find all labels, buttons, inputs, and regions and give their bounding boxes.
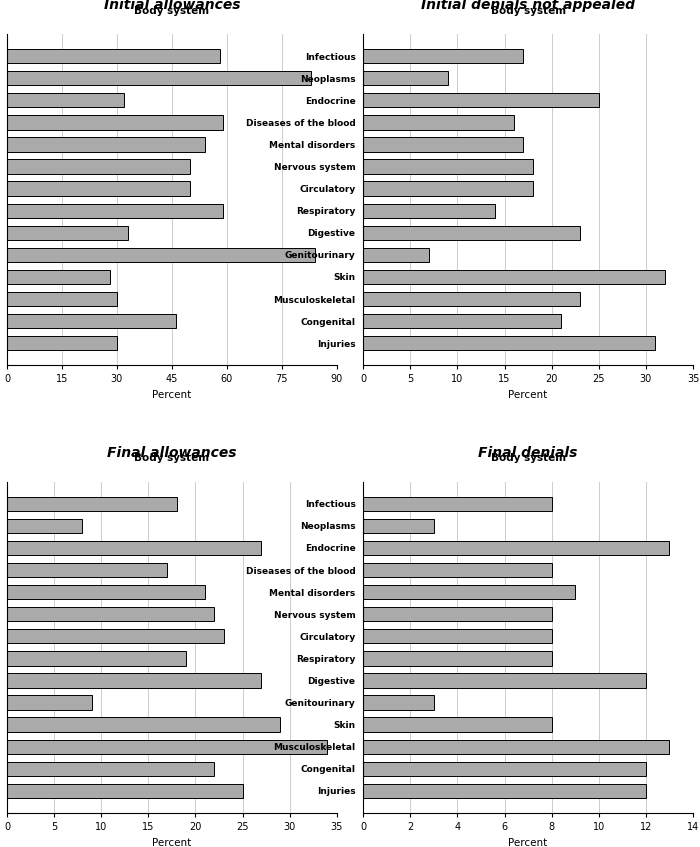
Bar bbox=[7, 651, 186, 666]
Bar bbox=[363, 225, 580, 240]
Bar bbox=[363, 717, 552, 732]
Bar bbox=[363, 761, 646, 776]
Bar bbox=[363, 518, 434, 533]
Text: Body system: Body system bbox=[491, 6, 566, 15]
Bar bbox=[7, 717, 280, 732]
Title: Initial allowances: Initial allowances bbox=[104, 0, 240, 12]
Bar bbox=[7, 225, 128, 240]
Bar bbox=[363, 695, 434, 710]
Bar bbox=[7, 71, 312, 86]
Text: Body system: Body system bbox=[134, 6, 209, 15]
X-axis label: Percent: Percent bbox=[153, 838, 192, 847]
Bar bbox=[363, 115, 514, 130]
Title: Initial denials not appealed: Initial denials not appealed bbox=[421, 0, 635, 12]
Bar bbox=[363, 159, 533, 174]
Bar bbox=[363, 137, 524, 152]
Bar bbox=[7, 115, 223, 130]
Bar bbox=[7, 270, 110, 284]
Bar bbox=[7, 203, 223, 218]
Text: Body system: Body system bbox=[491, 453, 566, 463]
Bar bbox=[363, 673, 646, 688]
Bar bbox=[7, 761, 214, 776]
Bar bbox=[363, 783, 646, 798]
Bar bbox=[363, 739, 669, 754]
Bar bbox=[7, 292, 117, 307]
Text: Body system: Body system bbox=[134, 453, 209, 463]
Bar bbox=[7, 49, 220, 64]
X-axis label: Percent: Percent bbox=[508, 838, 547, 847]
Bar bbox=[363, 49, 524, 64]
Bar bbox=[7, 739, 328, 754]
Bar bbox=[363, 292, 580, 307]
Bar bbox=[7, 629, 224, 644]
Bar bbox=[7, 496, 176, 511]
Bar bbox=[363, 607, 552, 622]
Bar bbox=[7, 93, 125, 108]
Bar bbox=[7, 247, 315, 262]
Title: Final allowances: Final allowances bbox=[107, 446, 237, 460]
Bar bbox=[7, 563, 167, 577]
Bar bbox=[7, 607, 214, 622]
Bar bbox=[363, 181, 533, 196]
Bar bbox=[7, 181, 190, 196]
Bar bbox=[363, 314, 561, 329]
Bar bbox=[7, 314, 176, 329]
Bar bbox=[7, 585, 205, 600]
Bar bbox=[363, 585, 575, 600]
Bar bbox=[7, 540, 261, 555]
X-axis label: Percent: Percent bbox=[153, 390, 192, 400]
Bar bbox=[363, 496, 552, 511]
Bar bbox=[363, 629, 552, 644]
Bar bbox=[363, 93, 598, 108]
Bar bbox=[363, 203, 495, 218]
Bar bbox=[7, 336, 117, 351]
Bar bbox=[363, 270, 665, 284]
Bar bbox=[363, 336, 655, 351]
Bar bbox=[7, 518, 83, 533]
Bar bbox=[363, 247, 429, 262]
Bar bbox=[7, 695, 92, 710]
Bar bbox=[363, 71, 448, 86]
Bar bbox=[7, 673, 261, 688]
Bar bbox=[363, 540, 669, 555]
Bar bbox=[363, 563, 552, 577]
Bar bbox=[7, 783, 243, 798]
Bar bbox=[7, 159, 190, 174]
Bar bbox=[363, 651, 552, 666]
X-axis label: Percent: Percent bbox=[508, 390, 547, 400]
Title: Final denials: Final denials bbox=[478, 446, 578, 460]
Bar bbox=[7, 137, 205, 152]
